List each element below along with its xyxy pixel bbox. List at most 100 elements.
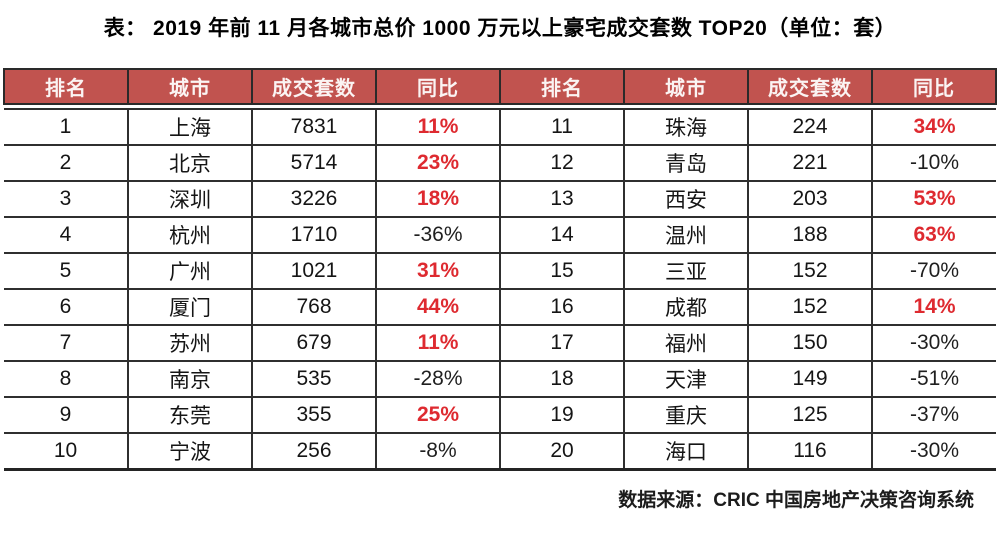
ranking-table: 排名 城市 成交套数 同比 排名 城市 成交套数 同比 1 上海 7831 11% 11… [3,68,997,471]
count-cell: 1021 [251,252,377,290]
count-cell: 203 [747,180,873,218]
city-cell: 青岛 [623,144,749,182]
yoy-cell: -8% [375,432,501,471]
yoy-cell: -70% [871,252,996,290]
city-cell: 珠海 [623,108,749,146]
city-cell: 西安 [623,180,749,218]
city-cell: 重庆 [623,396,749,434]
table-row: 1 上海 7831 11% 11 珠海 224 34% [4,108,996,146]
rank-cell: 2 [4,144,129,182]
yoy-cell: 31% [375,252,501,290]
yoy-cell: -30% [871,324,996,362]
page-title: 表： 2019 年前 11 月各城市总价 1000 万元以上豪宅成交套数 TOP… [103,17,897,40]
rank-cell: 12 [499,144,625,182]
city-cell: 深圳 [127,180,253,218]
count-cell: 768 [251,288,377,326]
yoy-cell: 11% [375,324,501,362]
table-row: 6 厦门 768 44% 16 成都 152 14% [4,288,996,326]
city-cell: 成都 [623,288,749,326]
rank-cell: 5 [4,252,129,290]
count-cell: 152 [747,288,873,326]
count-cell: 125 [747,396,873,434]
city-cell: 北京 [127,144,253,182]
city-cell: 三亚 [623,252,749,290]
rank-cell: 10 [4,432,129,471]
rank-cell: 11 [499,108,625,146]
count-cell: 152 [747,252,873,290]
yoy-cell: -36% [375,216,501,254]
city-cell: 福州 [623,324,749,362]
rank-cell: 17 [499,324,625,362]
count-cell: 188 [747,216,873,254]
count-cell: 5714 [251,144,377,182]
city-cell: 广州 [127,252,253,290]
rank-cell: 6 [4,288,129,326]
count-cell: 1710 [251,216,377,254]
rank-cell: 3 [4,180,129,218]
table-row: 5 广州 1021 31% 15 三亚 152 -70% [4,252,996,290]
header-yoy-left: 同比 [375,68,501,105]
rank-cell: 14 [499,216,625,254]
city-cell: 南京 [127,360,253,398]
table-row: 2 北京 5714 23% 12 青岛 221 -10% [4,144,996,182]
yoy-cell: -37% [871,396,996,434]
yoy-cell: 23% [375,144,501,182]
count-cell: 221 [747,144,873,182]
table-body: 1 上海 7831 11% 11 珠海 224 34% 2 北京 5714 23% 12 青岛 221 -10… [4,108,996,471]
city-cell: 海口 [623,432,749,471]
yoy-cell: -30% [871,432,996,471]
count-cell: 7831 [251,108,377,146]
yoy-cell: -51% [871,360,996,398]
city-cell: 厦门 [127,288,253,326]
city-cell: 温州 [623,216,749,254]
table-header: 排名 城市 成交套数 同比 排名 城市 成交套数 同比 [3,68,997,105]
count-cell: 3226 [251,180,377,218]
rank-cell: 7 [4,324,129,362]
header-count-left: 成交套数 [251,68,377,105]
yoy-cell: 63% [871,216,996,254]
rank-cell: 8 [4,360,129,398]
yoy-cell: -28% [375,360,501,398]
rank-cell: 13 [499,180,625,218]
yoy-cell: 25% [375,396,501,434]
yoy-cell: -10% [871,144,996,182]
rank-cell: 19 [499,396,625,434]
count-cell: 679 [251,324,377,362]
table-row: 3 深圳 3226 18% 13 西安 203 53% [4,180,996,218]
city-cell: 宁波 [127,432,253,471]
yoy-cell: 14% [871,288,996,326]
count-cell: 535 [251,360,377,398]
count-cell: 149 [747,360,873,398]
table-row: 9 东莞 355 25% 19 重庆 125 -37% [4,396,996,434]
header-city-right: 城市 [623,68,749,105]
count-cell: 355 [251,396,377,434]
table-row: 4 杭州 1710 -36% 14 温州 188 63% [4,216,996,254]
rank-cell: 18 [499,360,625,398]
header-yoy-right: 同比 [871,68,997,105]
yoy-cell: 53% [871,180,996,218]
yoy-cell: 44% [375,288,501,326]
city-cell: 上海 [127,108,253,146]
count-cell: 150 [747,324,873,362]
rank-cell: 9 [4,396,129,434]
rank-cell: 20 [499,432,625,471]
header-count-right: 成交套数 [747,68,873,105]
rank-cell: 15 [499,252,625,290]
data-source-note: 数据来源：CRIC 中国房地产决策咨询系统 [618,490,974,511]
city-cell: 天津 [623,360,749,398]
yoy-cell: 18% [375,180,501,218]
table-row: 8 南京 535 -28% 18 天津 149 -51% [4,360,996,398]
count-cell: 116 [747,432,873,471]
count-cell: 224 [747,108,873,146]
rank-cell: 1 [4,108,129,146]
header-gap [4,104,996,109]
table-row: 7 苏州 679 11% 17 福州 150 -30% [4,324,996,362]
rank-cell: 16 [499,288,625,326]
table-row: 10 宁波 256 -8% 20 海口 116 -30% [4,432,996,471]
table-header-row: 排名 城市 成交套数 同比 排名 城市 成交套数 同比 [3,68,997,105]
city-cell: 苏州 [127,324,253,362]
yoy-cell: 34% [871,108,996,146]
header-city-left: 城市 [127,68,253,105]
rank-cell: 4 [4,216,129,254]
city-cell: 东莞 [127,396,253,434]
